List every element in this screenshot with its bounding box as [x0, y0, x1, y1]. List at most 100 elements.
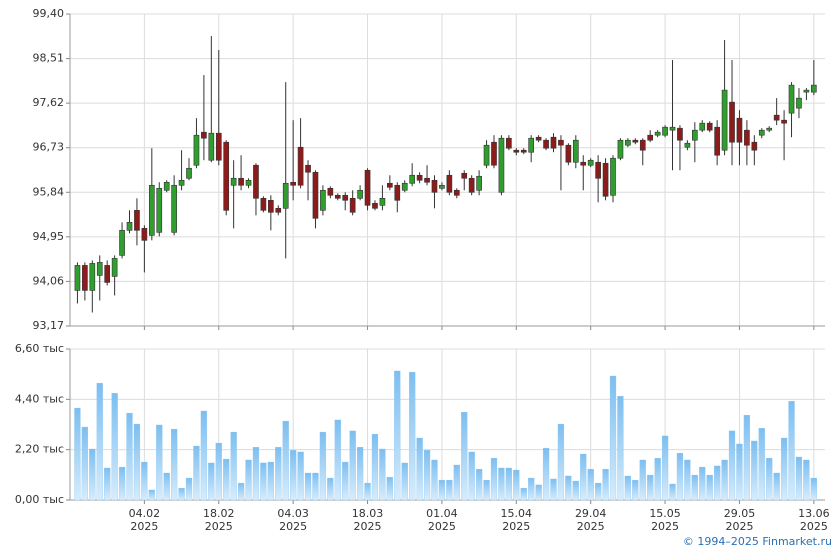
volume-bar — [401, 462, 408, 501]
volume-bar — [505, 467, 512, 501]
candle-body — [342, 194, 349, 201]
volume-bar — [163, 472, 170, 501]
volume-bar — [409, 371, 416, 501]
candle-body — [602, 162, 609, 197]
volume-bar — [766, 457, 773, 501]
candle-body — [595, 161, 601, 179]
y-tick-label: 96,73 — [33, 141, 65, 154]
x-tick-label: 15.05 2025 — [649, 507, 681, 533]
volume-bar — [669, 483, 676, 501]
candle-body — [498, 137, 505, 193]
candle-body — [312, 171, 319, 219]
volume-bar — [446, 479, 453, 501]
credit: © 1994–2025 Finmarket.ru — [683, 535, 832, 548]
candle-body — [550, 136, 557, 149]
volume-bar — [780, 437, 788, 501]
y-tick-label: 2,20 тыс — [15, 443, 64, 456]
candle-body — [111, 258, 118, 277]
volume-bar — [528, 477, 535, 501]
volume-bar — [304, 472, 312, 501]
volume-bar — [386, 476, 393, 501]
candle-body — [721, 89, 728, 151]
volume-bar — [312, 472, 319, 501]
x-tick-label: 29.04 2025 — [575, 507, 607, 533]
volume-bar — [141, 461, 148, 501]
candle-body — [282, 182, 289, 209]
candle-body — [82, 265, 88, 291]
volume-bar — [654, 457, 661, 501]
volume-bar — [208, 462, 215, 501]
candle-body — [513, 149, 520, 153]
volume-bar — [193, 445, 200, 501]
volume-bar — [602, 468, 609, 501]
volume-bar — [758, 428, 765, 501]
candle-body — [811, 84, 817, 93]
volume-bar — [230, 431, 237, 501]
volume-bar — [550, 478, 557, 501]
candle-body — [506, 137, 512, 149]
candle-body — [268, 199, 274, 213]
volume-bar — [595, 482, 602, 501]
candle-body — [230, 177, 237, 186]
candle-body — [632, 139, 639, 143]
x-tick-label: 29.05 2025 — [724, 507, 756, 533]
candle-body — [520, 149, 527, 153]
volume-bar — [706, 474, 713, 501]
candle-body — [788, 84, 795, 114]
candle-body — [104, 265, 111, 283]
candle-body — [758, 129, 765, 136]
candle-body — [439, 184, 445, 189]
candle-body — [781, 119, 787, 124]
candle-body — [401, 182, 408, 191]
volume-bar — [721, 459, 728, 501]
candle-body — [163, 181, 170, 191]
volume-bar — [290, 449, 297, 501]
candle-body — [290, 181, 296, 186]
volume-bar — [356, 446, 364, 501]
volume-bar — [661, 435, 669, 501]
volume-bar — [468, 451, 475, 501]
candle-body — [535, 136, 542, 141]
candle-body — [684, 142, 691, 148]
candle-body — [580, 161, 587, 166]
volume-bar — [795, 456, 803, 501]
volume-bar — [542, 447, 550, 501]
volume-bar — [535, 484, 542, 501]
volume-bar — [580, 453, 587, 501]
volume-bar — [684, 459, 691, 501]
volume-bar — [319, 431, 327, 501]
volume-bar — [297, 451, 304, 501]
candle-body — [245, 179, 252, 186]
volume-bar — [148, 489, 155, 501]
volume-bar — [803, 459, 810, 501]
volume-bar — [282, 420, 289, 501]
candle-body — [751, 141, 758, 151]
volume-bar — [788, 401, 795, 501]
candle-body — [639, 139, 646, 151]
candle-body — [691, 129, 698, 141]
volume-bar — [245, 459, 252, 501]
candle-body — [543, 139, 549, 149]
volume-bar — [699, 466, 706, 501]
candle-body — [126, 222, 133, 231]
volume-bar — [104, 467, 111, 501]
volume-bar — [237, 482, 245, 501]
candle-body — [461, 172, 468, 179]
x-tick-label: 15.04 2025 — [501, 507, 533, 533]
candle-body — [714, 126, 720, 156]
candle-body — [491, 141, 497, 166]
volume-bar — [513, 469, 520, 501]
candle-body — [141, 228, 148, 241]
volume-bar — [743, 414, 751, 501]
candle-body — [617, 139, 624, 159]
volume-bar — [260, 462, 267, 501]
candle-body — [424, 177, 430, 183]
candle-body — [387, 182, 393, 188]
candle-body — [349, 197, 356, 213]
candle-body — [528, 137, 535, 153]
x-tick-label: 13.06 2025 — [798, 507, 830, 533]
candle-body — [468, 177, 475, 193]
y-tick-label: 93,17 — [33, 319, 65, 332]
volume-bar — [751, 440, 758, 501]
volume-bar — [275, 446, 282, 501]
